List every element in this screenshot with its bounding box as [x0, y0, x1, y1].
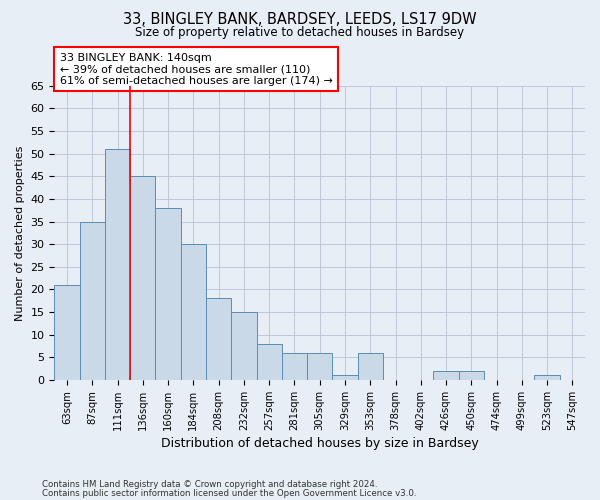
Text: Contains HM Land Registry data © Crown copyright and database right 2024.: Contains HM Land Registry data © Crown c…: [42, 480, 377, 489]
Text: 33 BINGLEY BANK: 140sqm
← 39% of detached houses are smaller (110)
61% of semi-d: 33 BINGLEY BANK: 140sqm ← 39% of detache…: [60, 52, 332, 86]
Bar: [332, 376, 358, 380]
Bar: [535, 376, 560, 380]
Bar: [282, 353, 307, 380]
X-axis label: Distribution of detached houses by size in Bardsey: Distribution of detached houses by size …: [161, 437, 479, 450]
Bar: [257, 344, 282, 380]
Text: Contains public sector information licensed under the Open Government Licence v3: Contains public sector information licen…: [42, 488, 416, 498]
Bar: [231, 312, 257, 380]
Bar: [458, 371, 484, 380]
Bar: [155, 208, 181, 380]
Bar: [130, 176, 155, 380]
Text: 33, BINGLEY BANK, BARDSEY, LEEDS, LS17 9DW: 33, BINGLEY BANK, BARDSEY, LEEDS, LS17 9…: [123, 12, 477, 28]
Bar: [105, 149, 130, 380]
Bar: [181, 244, 206, 380]
Bar: [55, 285, 80, 380]
Bar: [80, 222, 105, 380]
Y-axis label: Number of detached properties: Number of detached properties: [15, 145, 25, 320]
Bar: [307, 353, 332, 380]
Bar: [358, 353, 383, 380]
Bar: [433, 371, 458, 380]
Text: Size of property relative to detached houses in Bardsey: Size of property relative to detached ho…: [136, 26, 464, 39]
Bar: [206, 298, 231, 380]
